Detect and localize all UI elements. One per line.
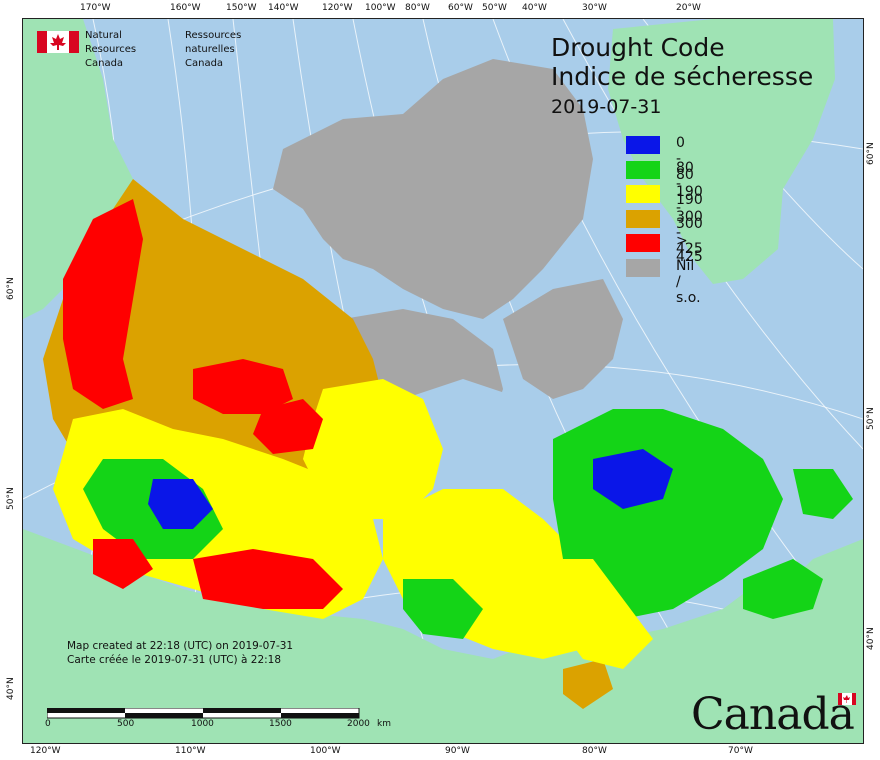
map-credit: Map created at 22:18 (UTC) on 2019-07-31… — [67, 639, 293, 667]
drought-zone-green-newfoundland — [793, 469, 853, 519]
drought-zone-red-bc — [93, 539, 153, 589]
arctic-archipelago-nil — [273, 59, 593, 319]
org-name-fr-2: Canada — [185, 58, 224, 69]
graticule-label: 60°N — [6, 277, 16, 300]
nrcan-signature: Natural Resources Canada Ressources natu… — [37, 30, 241, 69]
graticule-label: 60°W — [448, 3, 473, 13]
drought-zone-red-gbl — [253, 399, 323, 454]
scale-label-500: 500 — [117, 719, 135, 729]
graticule-label: 100°W — [365, 3, 396, 13]
legend-swatch — [626, 160, 660, 179]
credit-fr: Carte créée le 2019-07-31 (UTC) à 22:18 — [67, 654, 282, 666]
legend-swatch — [626, 258, 660, 277]
legend-swatch — [626, 234, 660, 252]
greenland-landmass — [608, 19, 835, 284]
hudson-bay — [403, 379, 543, 509]
graticule-label: 50°N — [866, 407, 876, 430]
scale-bar-graphic — [46, 707, 360, 719]
graticule-label: 120°W — [322, 3, 353, 13]
graticule-label: 160°W — [170, 3, 201, 13]
drought-map — [23, 19, 863, 743]
drought-zone-red-sask — [193, 549, 343, 609]
drought-zone-blue-alberta — [148, 479, 213, 529]
drought-zone-red-yukon — [63, 199, 143, 409]
legend-swatch — [626, 185, 660, 203]
scale-unit: km — [377, 719, 391, 729]
legend-swatch — [626, 209, 660, 228]
graticule-label: 20°W — [676, 3, 701, 13]
legend-label: > 425 — [676, 233, 703, 265]
credit-en: Map created at 22:18 (UTC) on 2019-07-31 — [67, 640, 294, 652]
graticule-label: 50°N — [6, 487, 16, 510]
title-block: Drought Code Indice de sécheresse 2019-0… — [551, 33, 813, 121]
legend-label: Nil / s.o. — [676, 257, 701, 306]
graticule-label: 80°W — [405, 3, 430, 13]
map-date: 2019-07-31 — [551, 96, 662, 118]
graticule-label: 150°W — [226, 3, 257, 13]
graticule-label: 70°W — [728, 746, 753, 756]
baffin-island-nil — [503, 279, 623, 399]
org-name-en-1: Natural Resources — [85, 30, 137, 55]
wordmark-text: Canada — [691, 689, 855, 740]
org-name-en-2: Canada — [85, 58, 124, 69]
scale-bar: 0 500 1000 1500 2000 km — [45, 705, 391, 729]
drought-zone-yellow-quebec — [553, 559, 653, 669]
map-frame: Natural Resources Canada Ressources natu… — [22, 18, 864, 744]
graticule-label: 30°W — [582, 3, 607, 13]
graticule-label: 40°N — [866, 627, 876, 650]
drought-zone-green-ontario — [403, 579, 483, 639]
graticule-label: 110°W — [175, 746, 206, 756]
title-fr: Indice de sécheresse — [551, 62, 814, 91]
canada-wordmark: Canada — [691, 689, 856, 740]
legend-label: 190 - 300 — [676, 184, 703, 232]
scale-label-1500: 1500 — [269, 719, 292, 729]
graticule-label: 90°W — [445, 746, 470, 756]
drought-zone-blue-quebec — [593, 449, 673, 509]
graticule-label: 100°W — [310, 746, 341, 756]
graticule-label: 40°W — [522, 3, 547, 13]
title-en: Drought Code — [551, 33, 725, 62]
scale-label-2000: 2000 — [347, 719, 370, 729]
usa-landmass — [23, 529, 863, 743]
canada-flag-icon — [37, 31, 79, 57]
graticule-label: 120°W — [30, 746, 61, 756]
graticule-label: 40°N — [6, 677, 16, 700]
graticule-label: 60°N — [866, 142, 876, 165]
graticule-label: 50°W — [482, 3, 507, 13]
drought-zone-green-atlantic — [743, 559, 823, 619]
legend-label: 80 - 190 — [676, 159, 703, 208]
drought-zone-red-gsl — [193, 359, 293, 414]
drought-zone-orange-ontario — [563, 659, 613, 709]
org-name-fr-1: Ressources naturelles — [185, 30, 242, 55]
scale-label-0: 0 — [45, 719, 51, 729]
graticule-label: 170°W — [80, 3, 111, 13]
graticule-label: 140°W — [268, 3, 299, 13]
graticule-label: 80°W — [582, 746, 607, 756]
legend-label: 300 - 425 — [676, 208, 703, 257]
legend-label: 0 - 80 — [676, 135, 694, 183]
scale-label-1000: 1000 — [191, 719, 214, 729]
wordmark-flag-icon — [837, 693, 856, 705]
legend-swatch — [626, 136, 660, 154]
